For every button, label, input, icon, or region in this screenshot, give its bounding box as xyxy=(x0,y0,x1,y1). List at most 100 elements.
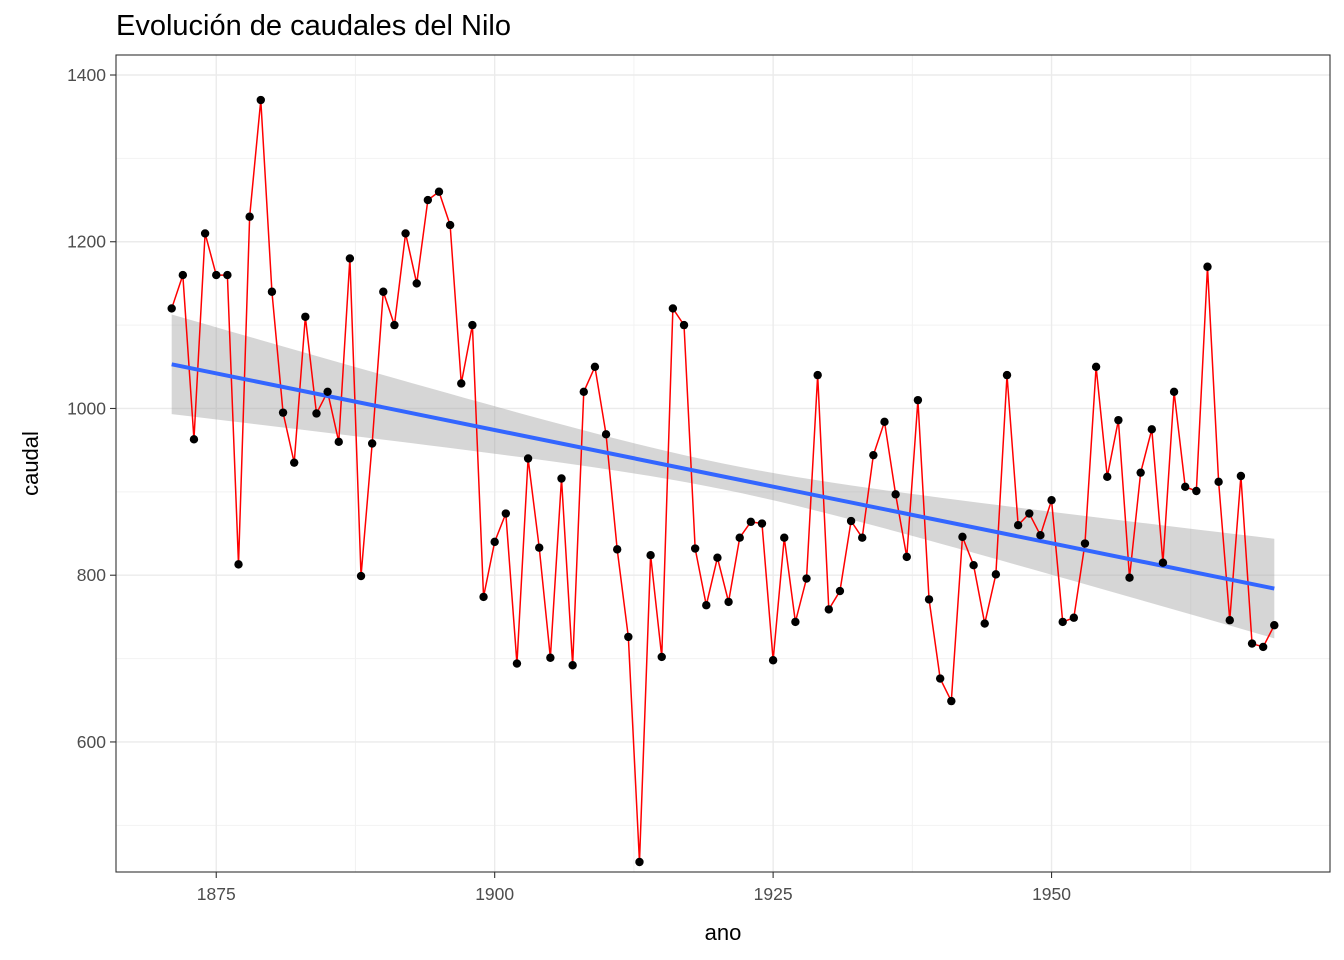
data-point xyxy=(813,370,822,380)
data-point xyxy=(1136,468,1145,477)
data-point xyxy=(824,605,834,614)
data-point xyxy=(245,212,254,221)
data-point xyxy=(612,545,622,554)
data-point xyxy=(1147,425,1157,434)
data-point xyxy=(1025,509,1034,518)
data-point xyxy=(1236,471,1246,481)
data-point xyxy=(1036,531,1045,540)
data-point xyxy=(657,652,666,662)
data-point xyxy=(646,551,655,560)
data-point xyxy=(768,656,778,665)
y-axis-title: caudal xyxy=(18,431,43,496)
data-point xyxy=(290,458,299,467)
data-point xyxy=(535,543,544,552)
data-point xyxy=(1080,539,1090,548)
data-point xyxy=(1270,621,1279,630)
data-point xyxy=(902,552,911,562)
data-point xyxy=(445,220,455,230)
data-point xyxy=(579,387,588,396)
data-point xyxy=(791,617,800,627)
data-point xyxy=(1002,370,1012,380)
data-point xyxy=(780,533,789,542)
data-point xyxy=(312,409,321,418)
x-axis-title: ano xyxy=(705,920,742,945)
data-point xyxy=(546,653,555,662)
data-point xyxy=(601,430,611,439)
data-point xyxy=(913,395,923,405)
data-point xyxy=(958,532,967,542)
x-tick-label: 1900 xyxy=(475,884,514,904)
data-point xyxy=(1047,495,1056,505)
data-point xyxy=(1125,573,1134,582)
data-point xyxy=(802,574,811,583)
y-tick-label: 1200 xyxy=(67,232,106,252)
data-point xyxy=(434,187,444,196)
data-point xyxy=(1103,472,1112,482)
x-tick-label: 1925 xyxy=(754,884,793,904)
data-point xyxy=(1158,558,1168,567)
data-point xyxy=(679,320,689,330)
data-point xyxy=(212,270,221,280)
data-point xyxy=(223,270,232,280)
y-axis-ticks: 600 800 1000 1200 1400 xyxy=(67,65,116,752)
data-point xyxy=(713,553,722,562)
data-point xyxy=(323,387,332,396)
data-point xyxy=(635,857,644,867)
data-point xyxy=(278,408,288,417)
data-point xyxy=(256,95,265,105)
data-point xyxy=(880,417,889,427)
data-points xyxy=(167,95,1279,867)
data-point xyxy=(401,229,410,238)
data-point xyxy=(334,437,343,447)
data-point xyxy=(1091,362,1101,371)
data-point xyxy=(501,509,511,518)
data-point xyxy=(468,320,477,330)
data-point xyxy=(980,619,989,628)
data-point xyxy=(1214,477,1223,487)
data-point xyxy=(178,270,188,280)
data-point xyxy=(356,571,366,581)
data-point xyxy=(490,537,499,547)
y-tick-label: 600 xyxy=(77,732,106,752)
data-point xyxy=(735,533,744,542)
data-point xyxy=(479,592,488,602)
data-point xyxy=(835,586,845,596)
data-point xyxy=(390,320,399,330)
data-point xyxy=(935,674,945,683)
x-tick-label: 1950 xyxy=(1032,884,1071,904)
data-point xyxy=(423,195,433,205)
data-point xyxy=(457,379,466,388)
data-point xyxy=(345,254,355,263)
data-point xyxy=(969,561,978,570)
data-point xyxy=(1013,520,1023,530)
data-point xyxy=(1247,639,1257,648)
data-point xyxy=(412,279,421,288)
data-point xyxy=(301,312,310,321)
data-point xyxy=(1203,262,1212,271)
data-point xyxy=(1058,617,1067,627)
chart-title: Evolución de caudales del Nilo xyxy=(116,10,511,42)
minor-gridlines xyxy=(116,55,1330,872)
data-point xyxy=(512,659,522,668)
data-point xyxy=(924,595,934,604)
data-point xyxy=(267,287,277,296)
series-line xyxy=(170,99,1275,863)
data-point xyxy=(1069,613,1079,622)
x-tick-label: 1875 xyxy=(197,884,236,904)
x-axis-ticks: 1875 1900 1925 1950 xyxy=(197,872,1071,904)
y-tick-label: 1000 xyxy=(67,398,106,418)
panel-border xyxy=(115,54,1331,873)
data-point xyxy=(590,362,600,371)
data-point xyxy=(846,516,856,526)
data-point xyxy=(1225,616,1234,625)
data-point xyxy=(702,601,711,610)
data-point xyxy=(1181,482,1190,492)
y-tick-label: 1400 xyxy=(67,65,106,85)
data-point xyxy=(568,661,577,670)
data-point xyxy=(746,517,756,527)
data-point xyxy=(947,696,956,706)
data-point xyxy=(869,450,878,460)
data-point xyxy=(557,474,566,483)
data-point xyxy=(189,435,199,444)
